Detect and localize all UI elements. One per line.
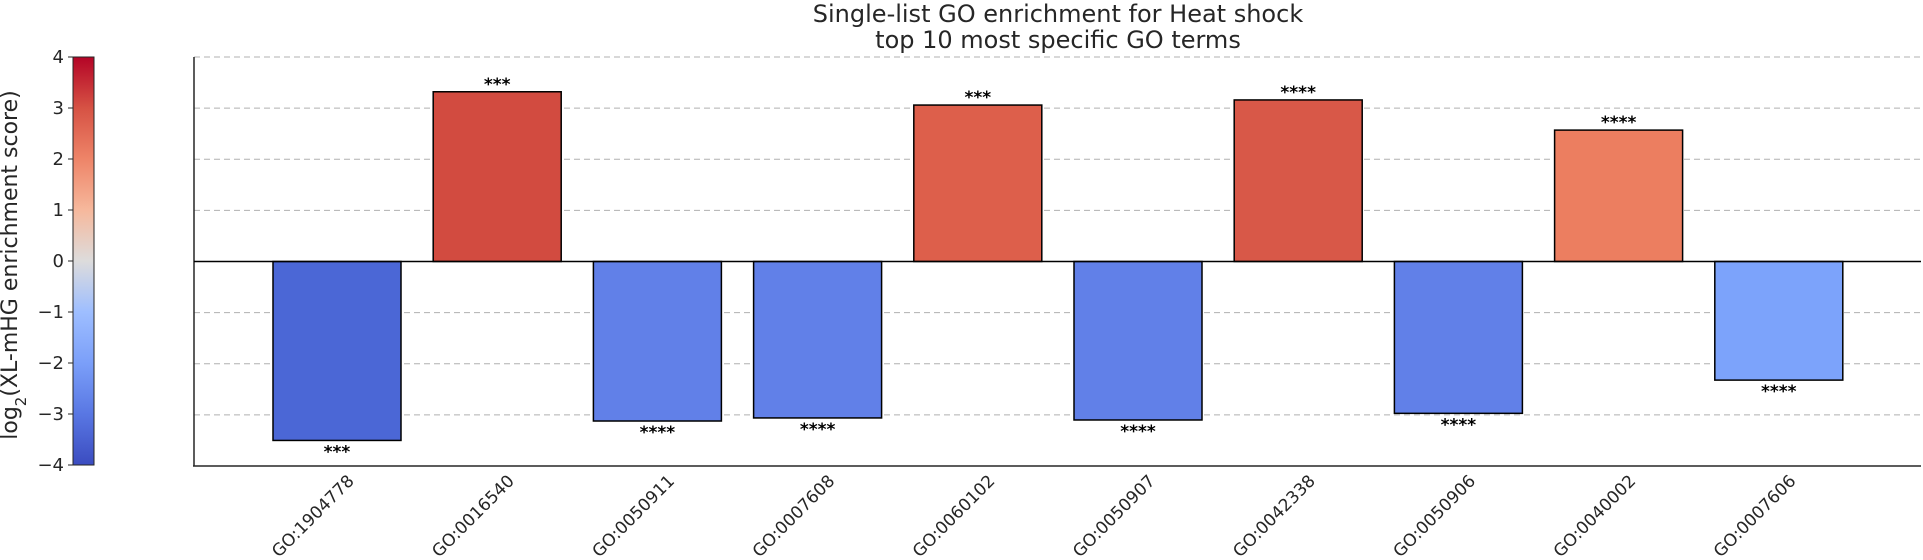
x-tick-label: GO:0050911 <box>589 471 679 560</box>
colorbar-ticks: 4 3 2 1 0 −1 −2 −3 −4 <box>37 47 73 476</box>
significance-label: **** <box>1120 422 1156 442</box>
significance-label: *** <box>964 88 991 108</box>
colorbar-tick-label: −1 <box>37 302 64 323</box>
bar <box>1714 260 1844 381</box>
colorbar-tick-label: 4 <box>53 47 64 68</box>
bar <box>752 260 883 419</box>
x-tick-label: GO:0040002 <box>1550 471 1640 560</box>
x-tick-label: GO:0016540 <box>428 471 518 560</box>
chart-title: Single-list GO enrichment for Heat shock <box>813 0 1304 28</box>
bar <box>1073 260 1203 421</box>
significance-label: **** <box>1441 415 1477 435</box>
colorbar-tick-label: −3 <box>37 404 64 425</box>
significance-label: **** <box>1761 382 1797 402</box>
x-tick-label: GO:0060102 <box>909 471 999 560</box>
significance-labels: ********** *************************** <box>324 75 1797 463</box>
x-tick-labels: GO:1904778 GO:0016540 GO:0050911 GO:0007608… <box>268 471 1800 560</box>
colorbar-tick-label: 2 <box>53 149 64 170</box>
y-axis-label-suffix: (XL-mHG enrichment score) <box>0 90 23 396</box>
significance-label: **** <box>1601 113 1637 133</box>
bar <box>592 260 723 422</box>
colorbar-tick-label: −4 <box>37 455 64 476</box>
x-tick-label: GO:0042338 <box>1229 471 1319 560</box>
y-axis-label-subscript: 2 <box>12 397 30 407</box>
y-axis-label-prefix: log <box>0 406 23 440</box>
colorbar-tick-label: 1 <box>53 200 64 221</box>
significance-label: *** <box>484 75 511 95</box>
colorbar-tick-label: 3 <box>53 98 64 119</box>
bars <box>272 91 1844 442</box>
significance-label: **** <box>640 423 676 443</box>
bar <box>272 260 402 442</box>
significance-label: **** <box>800 420 836 440</box>
bar <box>1553 129 1684 263</box>
x-tick-label: GO:0050907 <box>1069 471 1159 560</box>
x-tick-label: GO:0007608 <box>749 471 839 560</box>
colorbar <box>72 56 95 466</box>
significance-label: *** <box>324 442 351 462</box>
x-tick-label: GO:0050906 <box>1390 471 1480 560</box>
y-axis-label: log2(XL-mHG enrichment score) <box>0 90 30 439</box>
colorbar-tick-label: −2 <box>37 353 64 374</box>
bar <box>913 104 1043 263</box>
significance-label: **** <box>1280 83 1316 103</box>
bar <box>432 91 562 263</box>
bar <box>1233 99 1363 263</box>
colorbar-tick-label: 0 <box>53 251 64 272</box>
chart-subtitle: top 10 most specific GO terms <box>875 26 1241 54</box>
bar <box>1393 260 1524 415</box>
x-tick-label: GO:0007606 <box>1710 471 1800 560</box>
x-tick-label: GO:1904778 <box>268 471 358 560</box>
